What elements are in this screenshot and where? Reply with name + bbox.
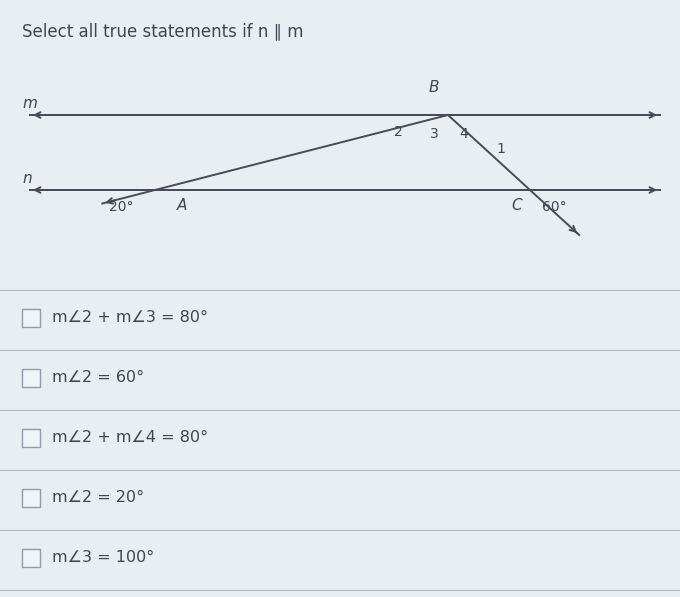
Text: m∠2 = 20°: m∠2 = 20° [52,491,144,506]
Text: n: n [22,171,32,186]
Text: m∠2 + m∠4 = 80°: m∠2 + m∠4 = 80° [52,430,208,445]
Bar [22,489,40,507]
Text: m∠2 = 60°: m∠2 = 60° [52,371,144,386]
Text: A: A [177,198,188,213]
Bar [22,309,40,327]
Text: 2: 2 [394,125,403,139]
Text: 3: 3 [430,127,439,141]
Text: m: m [22,96,37,111]
Text: B: B [429,80,439,95]
Text: 4: 4 [460,127,469,141]
Text: 60°: 60° [542,200,566,214]
Text: C: C [511,198,522,213]
Text: 1: 1 [497,141,506,156]
Bar [22,369,40,387]
Text: Select all true statements if n ∥ m: Select all true statements if n ∥ m [22,22,303,40]
Bar [22,549,40,567]
Text: 20°: 20° [109,200,133,214]
Text: m∠3 = 100°: m∠3 = 100° [52,550,154,565]
Text: m∠2 + m∠3 = 80°: m∠2 + m∠3 = 80° [52,310,208,325]
Bar [22,429,40,447]
